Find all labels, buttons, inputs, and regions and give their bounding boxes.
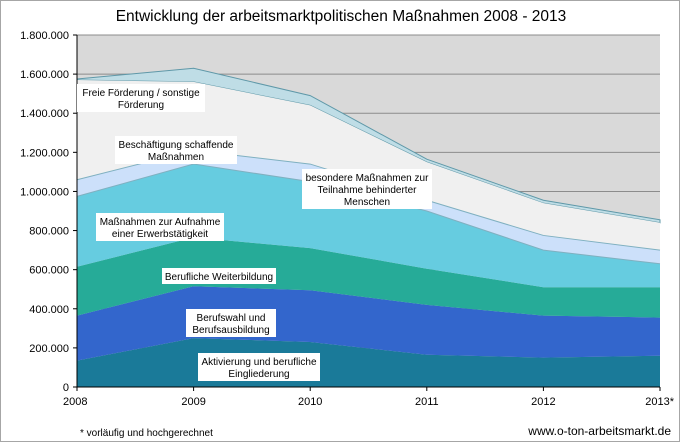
- series-label-ma-nahmen-zur-aufnahme-einer-erwerbst-tigkeit: einer Erwerbstätigkeit: [112, 229, 208, 240]
- series-label-freie-f-rderung-sonstige-f-rderung: Freie Förderung / sonstige: [82, 88, 200, 99]
- y-tick-label: 200.000: [29, 343, 69, 355]
- y-tick-label: 1.200.000: [20, 147, 69, 159]
- x-tick-label: 2011: [415, 396, 439, 408]
- x-tick-label: 2010: [298, 396, 322, 408]
- series-label-besondere-ma-nahmen-zur-teilnahme-behinderter-menschen: Menschen: [344, 197, 390, 208]
- series-label-ma-nahmen-zur-aufnahme-einer-erwerbst-tigkeit: Maßnahmen zur Aufnahme: [100, 217, 221, 228]
- series-label-box: [198, 353, 320, 381]
- series-label-besch-ftigung-schaffende-ma-nahmen: Maßnahmen: [148, 152, 204, 163]
- series-label-besondere-ma-nahmen-zur-teilnahme-behinderter-menschen: besondere Maßnahmen zur: [306, 173, 430, 184]
- y-tick-label: 1.600.000: [20, 69, 69, 81]
- y-tick-label: 1.800.000: [20, 30, 69, 42]
- y-tick-label: 1.000.000: [20, 186, 69, 198]
- series-label-berufliche-weiterbildung: Berufliche Weiterbildung: [165, 272, 273, 283]
- source-url[interactable]: www.o-ton-arbeitsmarkt.de: [528, 424, 671, 438]
- series-label-box: [96, 213, 224, 241]
- series-label-box: [186, 309, 276, 337]
- area-series-berufliche-weiterbildung: [77, 237, 660, 318]
- series-label-box: [162, 268, 276, 284]
- series-label-aktivierung-und-berufliche-eingliederung: Aktivierung und berufliche: [201, 357, 317, 368]
- series-label-freie-f-rderung-sonstige-f-rderung: Förderung: [118, 100, 164, 111]
- series-label-berufswahl-und-berufsausbildung: Berufswahl und: [197, 313, 266, 324]
- series-label-besch-ftigung-schaffende-ma-nahmen: Beschäftigung schaffende: [119, 140, 234, 151]
- y-tick-label: 1.400.000: [20, 108, 69, 120]
- chart-title: Entwicklung der arbeitsmarktpolitischen …: [115, 8, 567, 25]
- series-label-berufswahl-und-berufsausbildung: Berufsausbildung: [192, 325, 269, 336]
- x-tick-label: 2013*: [645, 396, 674, 408]
- footnote: * vorläufig und hochgerechnet: [80, 428, 213, 439]
- x-tick-label: 2012: [531, 396, 555, 408]
- series-label-besondere-ma-nahmen-zur-teilnahme-behinderter-menschen: Teilnahme behinderter: [318, 185, 418, 196]
- x-tick-label: 2008: [63, 396, 87, 408]
- series-label-box: [77, 84, 205, 112]
- area-series-freie-f-rderung-sonstige-f-rderung: [77, 79, 660, 251]
- series-label-box: [302, 169, 432, 209]
- area-series-ma-nahmen-zur-aufnahme-einer-erwerbst-tigkeit: [77, 164, 660, 288]
- y-tick-label: 600.000: [29, 265, 69, 277]
- y-tick-label: 800.000: [29, 226, 69, 238]
- area-series-besch-ftigung-schaffende-ma-nahmen: [77, 150, 660, 264]
- area-series-berufswahl-und-berufsausbildung: [77, 286, 660, 361]
- x-tick-label: 2009: [181, 396, 205, 408]
- area-series-sonstige-cap: [76, 67, 661, 224]
- y-tick-label: 400.000: [29, 304, 69, 316]
- series-label-aktivierung-und-berufliche-eingliederung: Eingliederung: [228, 369, 289, 380]
- y-tick-label: 0: [63, 382, 69, 394]
- series-label-box: [115, 136, 237, 164]
